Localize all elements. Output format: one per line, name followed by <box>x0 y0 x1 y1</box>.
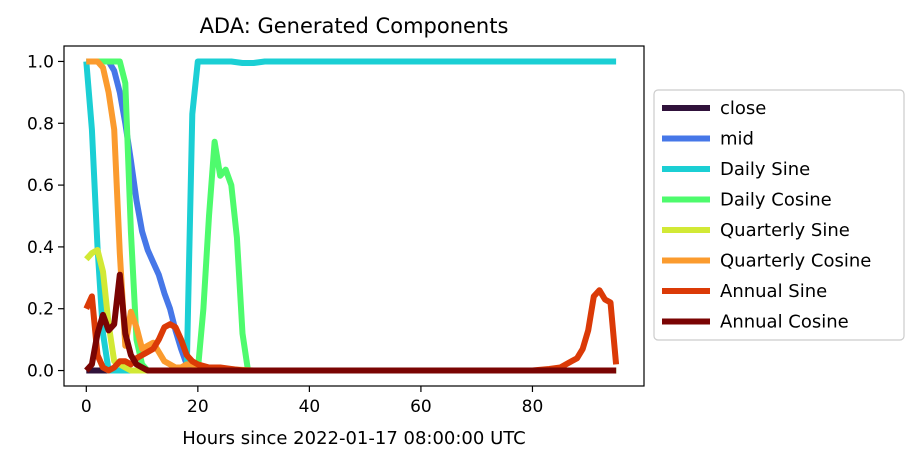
x-tick-label: 60 <box>410 397 432 417</box>
plot-area <box>63 45 645 387</box>
legend-box <box>653 89 905 341</box>
y-tick-label: 0.8 <box>27 114 54 134</box>
legend-label: Quarterly Cosine <box>720 251 871 272</box>
legend-item: Daily Cosine <box>662 190 832 211</box>
plot-frame <box>64 46 644 386</box>
legend-items: close mid Daily Sine Daily Cosine Quarterly … <box>662 98 871 333</box>
y-tick-label: 0.4 <box>27 238 54 258</box>
y-tick-label: 1.0 <box>27 52 54 72</box>
x-tick-label: 20 <box>187 397 209 417</box>
legend-item: Quarterly Sine <box>662 220 850 241</box>
legend-label: Annual Cosine <box>720 312 849 333</box>
series-line-annual-cosine <box>84 271 617 374</box>
plot-border <box>63 45 645 387</box>
x-tick-label: 0 <box>81 397 92 417</box>
legend-item: close <box>662 98 766 119</box>
legend-item: mid <box>662 129 754 150</box>
y-axis: 0.0 0.2 0.4 0.6 0.8 1.0 <box>27 52 64 382</box>
series-layer <box>83 58 620 374</box>
x-tick-label: 80 <box>522 397 544 417</box>
y-tick-label: 0.2 <box>27 300 54 320</box>
legend-label: close <box>720 98 766 119</box>
legend-label: Quarterly Sine <box>720 220 850 241</box>
legend-item: Annual Cosine <box>662 312 849 333</box>
chart-title: ADA: Generated Components <box>200 14 509 38</box>
legend-label: Daily Sine <box>720 159 810 180</box>
x-axis: 0 20 40 60 80 <box>81 386 543 417</box>
legend-item: Daily Sine <box>662 159 810 180</box>
x-tick-label: 40 <box>299 397 321 417</box>
legend: close mid Daily Sine Daily Cosine Quarterly … <box>653 89 905 341</box>
y-tick-label: 0.0 <box>27 362 54 382</box>
y-tick-label: 0.6 <box>27 176 54 196</box>
legend-label: Annual Sine <box>720 281 827 302</box>
legend-label: mid <box>720 129 754 150</box>
legend-label: Daily Cosine <box>720 190 832 211</box>
legend-item: Annual Sine <box>662 281 827 302</box>
legend-item: Quarterly Cosine <box>662 251 871 272</box>
x-axis-title: Hours since 2022-01-17 08:00:00 UTC <box>182 428 526 449</box>
